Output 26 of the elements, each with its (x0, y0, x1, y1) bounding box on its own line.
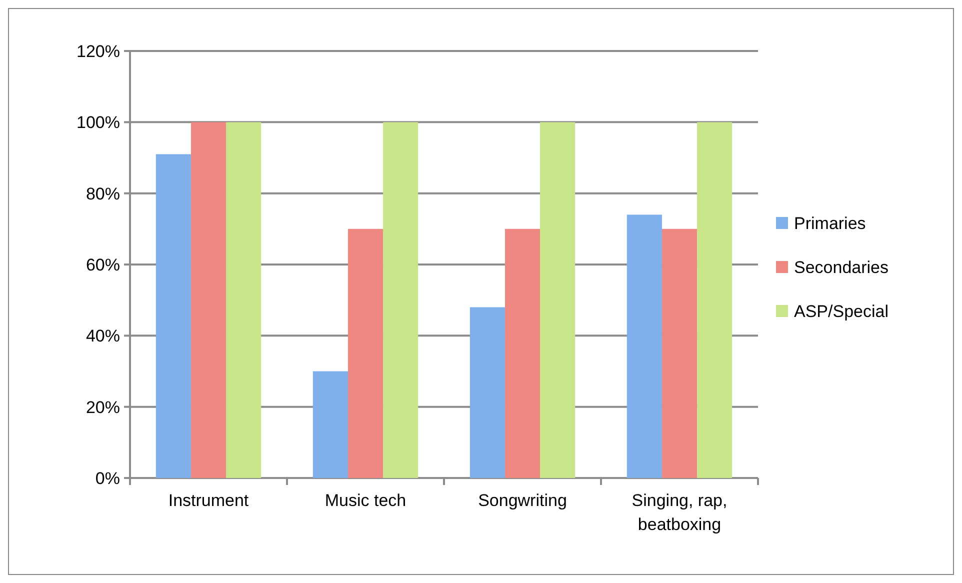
y-tick-label: 40% (86, 326, 120, 346)
bar (697, 122, 732, 478)
y-tick-label: 60% (86, 255, 120, 274)
x-tick-label: Singing, rap, beatboxing (632, 491, 728, 534)
y-tick-label: 120% (76, 42, 120, 61)
y-tick-label: 0% (95, 468, 120, 488)
bar (470, 307, 505, 478)
x-tick-label: Music tech (324, 491, 406, 510)
bar (348, 228, 384, 478)
legend-label: Primaries (794, 214, 866, 233)
bar (312, 371, 348, 478)
y-tick-label: 100% (76, 113, 120, 132)
legend-label: Secondaries (794, 258, 889, 277)
bar (383, 122, 418, 478)
bar (504, 228, 540, 478)
bar (626, 214, 662, 478)
x-tick-label: Instrument (168, 491, 249, 510)
y-tick-label: 80% (86, 184, 120, 204)
legend-label: ASP/Special (794, 302, 888, 321)
bar (226, 122, 262, 478)
bar (540, 122, 576, 478)
bar (156, 154, 191, 478)
x-tick-label: Songwriting (478, 491, 567, 510)
y-tick-label: 20% (86, 398, 120, 417)
bar (662, 228, 698, 478)
bar (190, 122, 226, 478)
